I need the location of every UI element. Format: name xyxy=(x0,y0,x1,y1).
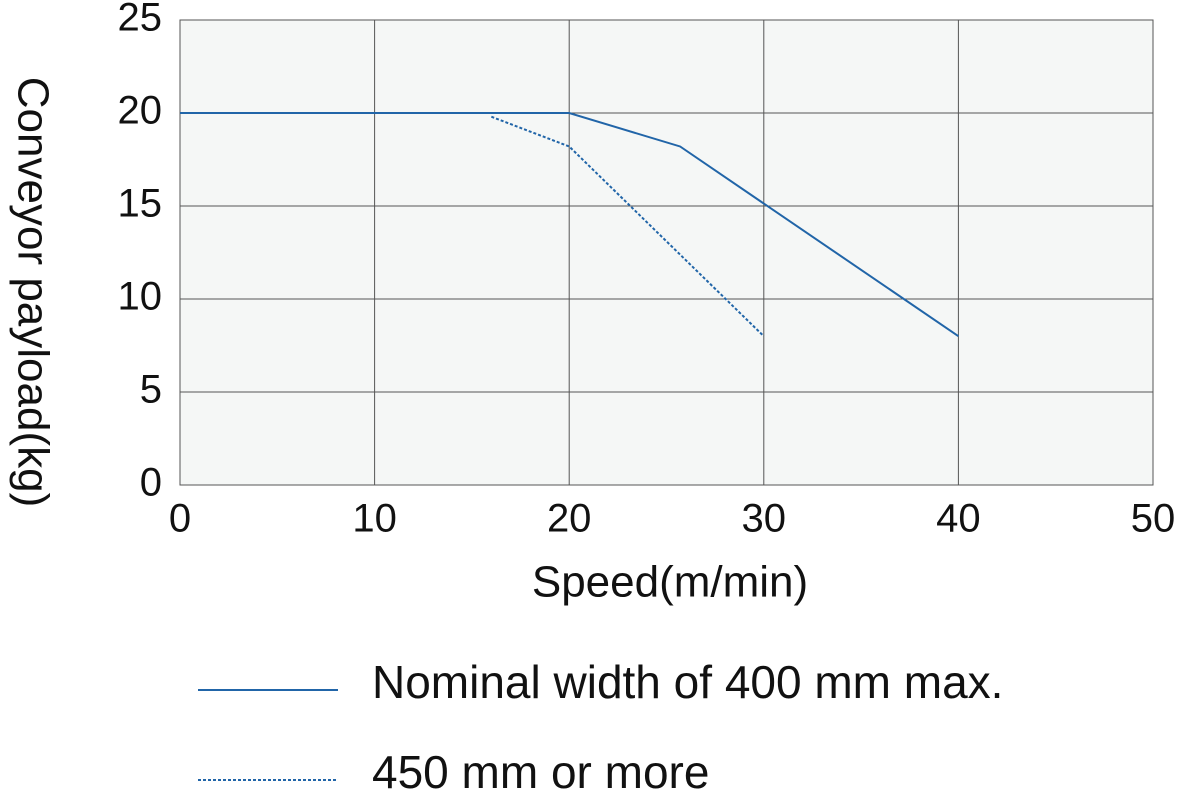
x-tick-label: 0 xyxy=(169,497,191,541)
x-tick-label: 20 xyxy=(547,497,592,541)
legend-label: 450 mm or more xyxy=(372,746,709,798)
y-tick-label: 20 xyxy=(118,89,163,133)
x-tick-label: 30 xyxy=(742,497,787,541)
x-tick-label: 10 xyxy=(352,497,397,541)
y-tick-label: 10 xyxy=(118,275,163,319)
legend-label: Nominal width of 400 mm max. xyxy=(372,656,1003,708)
series-line xyxy=(491,115,765,337)
y-axis-label: Conveyor payload(kg) xyxy=(8,77,57,507)
x-tick-label: 40 xyxy=(936,497,981,541)
y-tick-label: 25 xyxy=(118,0,163,40)
y-tick-label: 5 xyxy=(140,368,162,412)
series-line xyxy=(180,112,959,338)
plot-area xyxy=(180,20,1153,485)
x-tick-label: 50 xyxy=(1131,497,1176,541)
plot-border xyxy=(179,19,1154,486)
x-axis-label: Speed(m/min) xyxy=(532,558,808,607)
y-tick-label: 0 xyxy=(140,461,162,505)
y-tick-label: 15 xyxy=(118,182,163,226)
